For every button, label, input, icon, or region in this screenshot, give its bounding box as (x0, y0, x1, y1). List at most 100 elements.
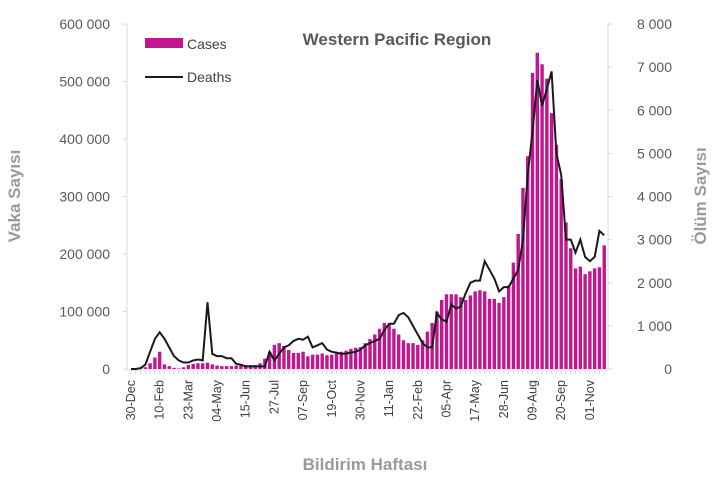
cases-bar (473, 291, 477, 369)
left-tick-label: 0 (102, 361, 110, 377)
y-axis-title: Vaka Sayısı (5, 150, 24, 243)
cases-bar (287, 350, 291, 369)
cases-bar (334, 353, 339, 369)
cases-bar (296, 352, 300, 369)
cases-bar (420, 340, 425, 369)
legend-deaths-label: Deaths (187, 69, 231, 85)
x-tick-label: 11-Jan (382, 380, 396, 417)
x-tick-label: 15-Jun (239, 380, 253, 418)
x-tick-label: 22-Feb (411, 380, 425, 420)
cases-bar (497, 302, 501, 369)
cases-bar (267, 351, 272, 369)
left-tick-label: 600 000 (59, 16, 110, 32)
cases-bar (406, 343, 410, 369)
cases-bar (416, 344, 420, 369)
cases-bar (291, 352, 296, 369)
x-tick-label: 01-Nov (583, 379, 597, 420)
x-tick-label: 17-May (468, 379, 482, 421)
cases-bar (358, 347, 363, 369)
cases-bar (502, 297, 506, 369)
cases-bar (234, 365, 238, 369)
cases-bar (167, 366, 171, 369)
cases-bar (363, 343, 367, 369)
x-axis-title: Bildirim Haftası (303, 455, 428, 474)
cases-bar (239, 365, 243, 369)
cases-bar (210, 364, 214, 369)
x-tick-label: 10-Feb (153, 380, 167, 420)
cases-bar (392, 328, 396, 369)
cases-bar (382, 323, 387, 369)
cases-bar (301, 351, 305, 369)
cases-bar (373, 334, 377, 369)
cases-bar (306, 356, 310, 369)
cases-bar (143, 367, 148, 369)
cases-bar (526, 156, 530, 369)
cases-bar (511, 262, 516, 369)
left-tick-label: 400 000 (59, 131, 110, 147)
cases-bar (387, 324, 391, 369)
right-tick-label: 8 000 (637, 16, 672, 32)
cases-bar (215, 365, 219, 369)
cases-bar (564, 222, 568, 369)
cases-bar (588, 271, 592, 369)
cases-bar (454, 294, 458, 369)
x-tick-label: 23-Mar (181, 380, 195, 420)
cases-bar (205, 362, 210, 369)
cases-bar (492, 298, 496, 369)
cases-bar (162, 364, 167, 369)
cases-bar (282, 346, 286, 369)
cases-bar (201, 363, 205, 369)
cases-bar (368, 339, 372, 369)
cases-bar (320, 353, 324, 369)
cases-bar (559, 179, 563, 369)
cases-bar (573, 268, 578, 369)
cases-bar (602, 245, 606, 369)
x-tick-marks (130, 370, 605, 374)
cases-bar (377, 328, 382, 369)
cases-bar (191, 363, 195, 369)
cases-bar (578, 266, 583, 369)
cases-bar (449, 294, 453, 369)
cases-bar (583, 274, 587, 369)
cases-bar (148, 363, 152, 369)
cases-bar (196, 363, 200, 369)
cases-bar (468, 295, 473, 369)
cases-bar (277, 343, 281, 369)
cases-bar (153, 357, 157, 369)
left-tick-label: 300 000 (59, 189, 110, 205)
cases-bar (530, 72, 535, 369)
legend-cases-label: Cases (187, 36, 227, 52)
x-tick-label: 27-Jul (267, 380, 281, 414)
cases-bar (425, 331, 430, 369)
x-tick-label: 30-Nov (353, 379, 367, 420)
x-tick-labels: 30-Dec 10-Feb 23-Mar 04-May 15-Jun 27-Jul 07-S… (124, 379, 597, 421)
cases-bar (440, 300, 444, 369)
x-tick-label: 04-May (210, 379, 224, 421)
x-tick-label: 09-Aug (526, 380, 540, 420)
cases-bar (435, 311, 439, 369)
x-tick-label: 28-Jun (497, 380, 511, 418)
y2-axis-title: Ölüm Sayısı (691, 147, 710, 244)
cases-bar (186, 364, 191, 369)
cases-bar (172, 367, 176, 369)
cases-bar (229, 366, 234, 369)
cases-bar (401, 340, 406, 369)
cases-bar (506, 285, 511, 369)
cases-bar (310, 354, 315, 369)
x-tick-label: 19-Oct (325, 379, 339, 417)
deaths-line (131, 71, 605, 370)
cases-bar (330, 354, 334, 369)
cases-bars (138, 52, 606, 369)
cases-bar (535, 52, 539, 369)
cases-bar (540, 64, 544, 369)
cases-bar (353, 347, 358, 369)
x-tick-label: 20-Sep (554, 380, 568, 420)
right-tick-label: 5 000 (637, 145, 672, 161)
cases-bar (339, 351, 344, 369)
legend: Cases Deaths (145, 36, 231, 85)
cases-bar (483, 291, 487, 369)
cases-bar (549, 113, 554, 369)
cases-bar (181, 367, 186, 369)
right-tick-label: 0 (664, 361, 672, 377)
right-tick-label: 7 000 (637, 59, 672, 75)
